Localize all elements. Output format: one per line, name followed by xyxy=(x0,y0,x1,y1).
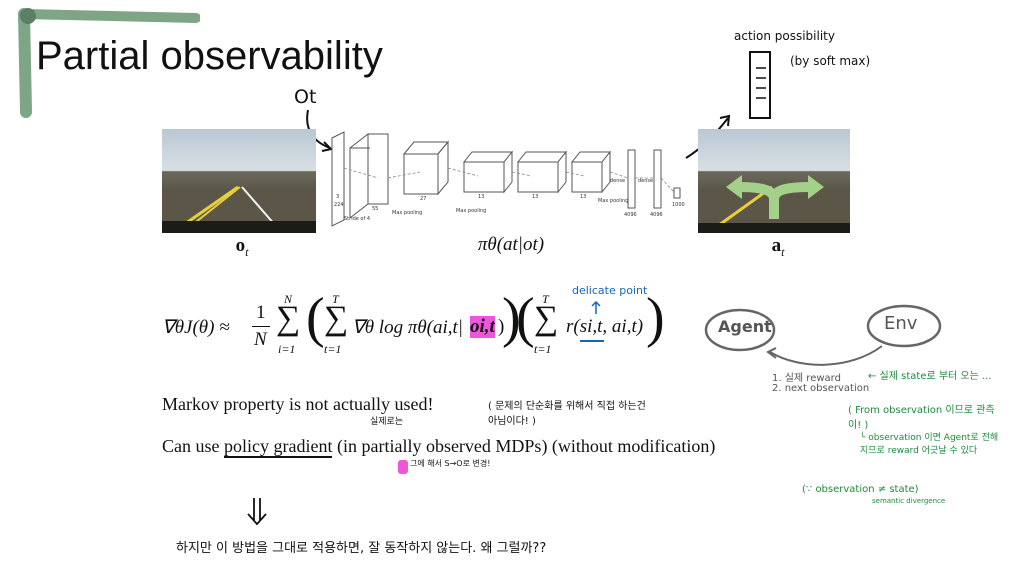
note-state: ← 실제 state로 부터 오는 ... xyxy=(868,371,992,382)
label-policy: πθ(at|ot) xyxy=(477,234,545,255)
eq-frac-den: N xyxy=(254,329,267,350)
eq-sum3-bot: t=1 xyxy=(534,342,552,356)
cnn-layer-label-3: Max pooling xyxy=(598,198,628,204)
note-from-observation: ( From observation 이므로 관측이! ) xyxy=(848,405,995,431)
cnn-dim-6: 13 xyxy=(580,194,586,200)
cnn-layer-label-5: dense xyxy=(638,178,653,184)
eq-sum1-bot: i=1 xyxy=(278,342,296,356)
cnn-layer-label-4: dense xyxy=(610,178,625,184)
markov-a: Markov property is not xyxy=(162,394,333,414)
env-label: Env xyxy=(884,313,918,334)
eq-term1: ∇θ log πθ(ai,t| xyxy=(352,317,464,338)
cnn-dim-9: 1000 xyxy=(672,202,685,208)
pg-a: Can use xyxy=(162,436,224,456)
probability-vector-sketch xyxy=(749,51,771,119)
obs-handwritten-text: Ot xyxy=(294,86,317,108)
label-action: at xyxy=(758,235,798,260)
cnn-dim-3: 27 xyxy=(420,196,426,202)
eq-paren2-open: ( xyxy=(516,287,535,349)
note-observation-state: (∵ observation ≠ state) xyxy=(802,484,919,495)
note-action-possibility: action possibility xyxy=(734,29,835,43)
cnn-dim-4: 13 xyxy=(478,194,484,200)
eq-sum2: ∑ xyxy=(324,300,349,337)
eq-frac-num: 1 xyxy=(256,302,266,323)
agent-label: Agent xyxy=(718,317,772,336)
markov-note-below: 실제로는 xyxy=(370,417,404,427)
label-observation: ot xyxy=(222,235,262,260)
label-o: o xyxy=(235,235,246,256)
policy-gradient-note: 그에 해서 S→O로 변경! xyxy=(410,459,491,468)
title-highlight-frame xyxy=(18,8,200,118)
road-lines xyxy=(162,185,316,233)
down-arrow xyxy=(247,498,267,526)
agent-env-diagram xyxy=(704,304,942,366)
eq-sum2-top: T xyxy=(332,292,339,306)
note-delicate-point: delicate point xyxy=(572,284,648,297)
diagram-list-2: 2. next observation xyxy=(772,383,870,394)
markov-note: ( 문제의 단순화를 위해서 직접 하는건 아님이다! ) xyxy=(488,401,646,427)
label-a: a xyxy=(771,235,782,256)
eq-paren2-close: ) xyxy=(646,287,665,349)
bottom-question-note: 하지만 이 방법을 그대로 적용하면, 잘 동작하지 않는다. 왜 그럴까?? xyxy=(176,541,547,556)
cnn-dim-8: 4096 xyxy=(650,212,663,218)
note-semantic-divergence: semantic divergence xyxy=(872,497,946,505)
eq-sum1-top: N xyxy=(284,292,293,306)
eq-paren-close: ) xyxy=(502,287,521,349)
note-observation: └ observation 이면 Agent로 전해지므로 reward 어긋날… xyxy=(860,433,999,456)
cnn-dim-7: 4096 xyxy=(624,212,637,218)
cnn-dim-5: 13 xyxy=(532,194,538,200)
cnn-dim-1: 224 xyxy=(334,202,344,208)
eq-term1-highlight: oi,t xyxy=(470,316,495,338)
obs-handwritten-label: Ot xyxy=(294,86,316,108)
delicate-arrow xyxy=(591,300,601,314)
eq-paren-open: ( xyxy=(306,287,325,349)
note-softmax: (by soft max) xyxy=(790,54,871,68)
road-image-observation xyxy=(162,129,316,233)
slide-title: Partial observability xyxy=(36,34,383,78)
eq-frac-bar xyxy=(252,326,270,327)
pg-b: policy gradient xyxy=(224,436,333,458)
road-image-action xyxy=(698,129,850,233)
policy-gradient-equation: ∇θJ(θ) ≈ 1 N N ∑ i=1 ( T ∑ t=1 ∇θ log πθ… xyxy=(162,290,672,366)
label-o-sub: t xyxy=(245,244,249,259)
eq-sum1: ∑ xyxy=(276,300,301,337)
text-markov-line: Markov property is not actually used! xyxy=(162,394,433,415)
diagram-list-1: 1. 실제 reward xyxy=(772,373,841,384)
cnn-layer-label-0: Stride of 4 xyxy=(344,216,370,222)
cnn-layer-label-2: Max pooling xyxy=(456,208,486,214)
cnn-dim-2: 55 xyxy=(372,206,378,212)
markov-b: actually xyxy=(332,394,390,414)
cnn-layer-label-1: Max pooling xyxy=(392,210,422,216)
eq-sum2-bot: t=1 xyxy=(324,342,342,356)
markov-c: used! xyxy=(389,394,434,414)
cnn-diagram: Stride of 4 Max pooling Max pooling Max … xyxy=(331,131,685,227)
eq-term1-end: ) xyxy=(498,316,505,337)
cnn-dim-0: 3 xyxy=(336,194,339,200)
text-policy-gradient-line: Can use policy gradient (in partially ob… xyxy=(162,436,716,458)
pink-marker xyxy=(398,460,408,474)
pg-c: (in partially observed MDPs) (without mo… xyxy=(332,436,716,456)
action-arrows xyxy=(698,175,850,233)
eq-state-underline xyxy=(580,340,604,342)
eq-sum3-top: T xyxy=(542,292,549,306)
eq-lhs: ∇θJ(θ) ≈ xyxy=(162,317,230,338)
eq-term2: r(si,t, ai,t) xyxy=(566,316,644,337)
eq-sum3: ∑ xyxy=(534,300,559,337)
label-a-sub: t xyxy=(781,244,785,259)
